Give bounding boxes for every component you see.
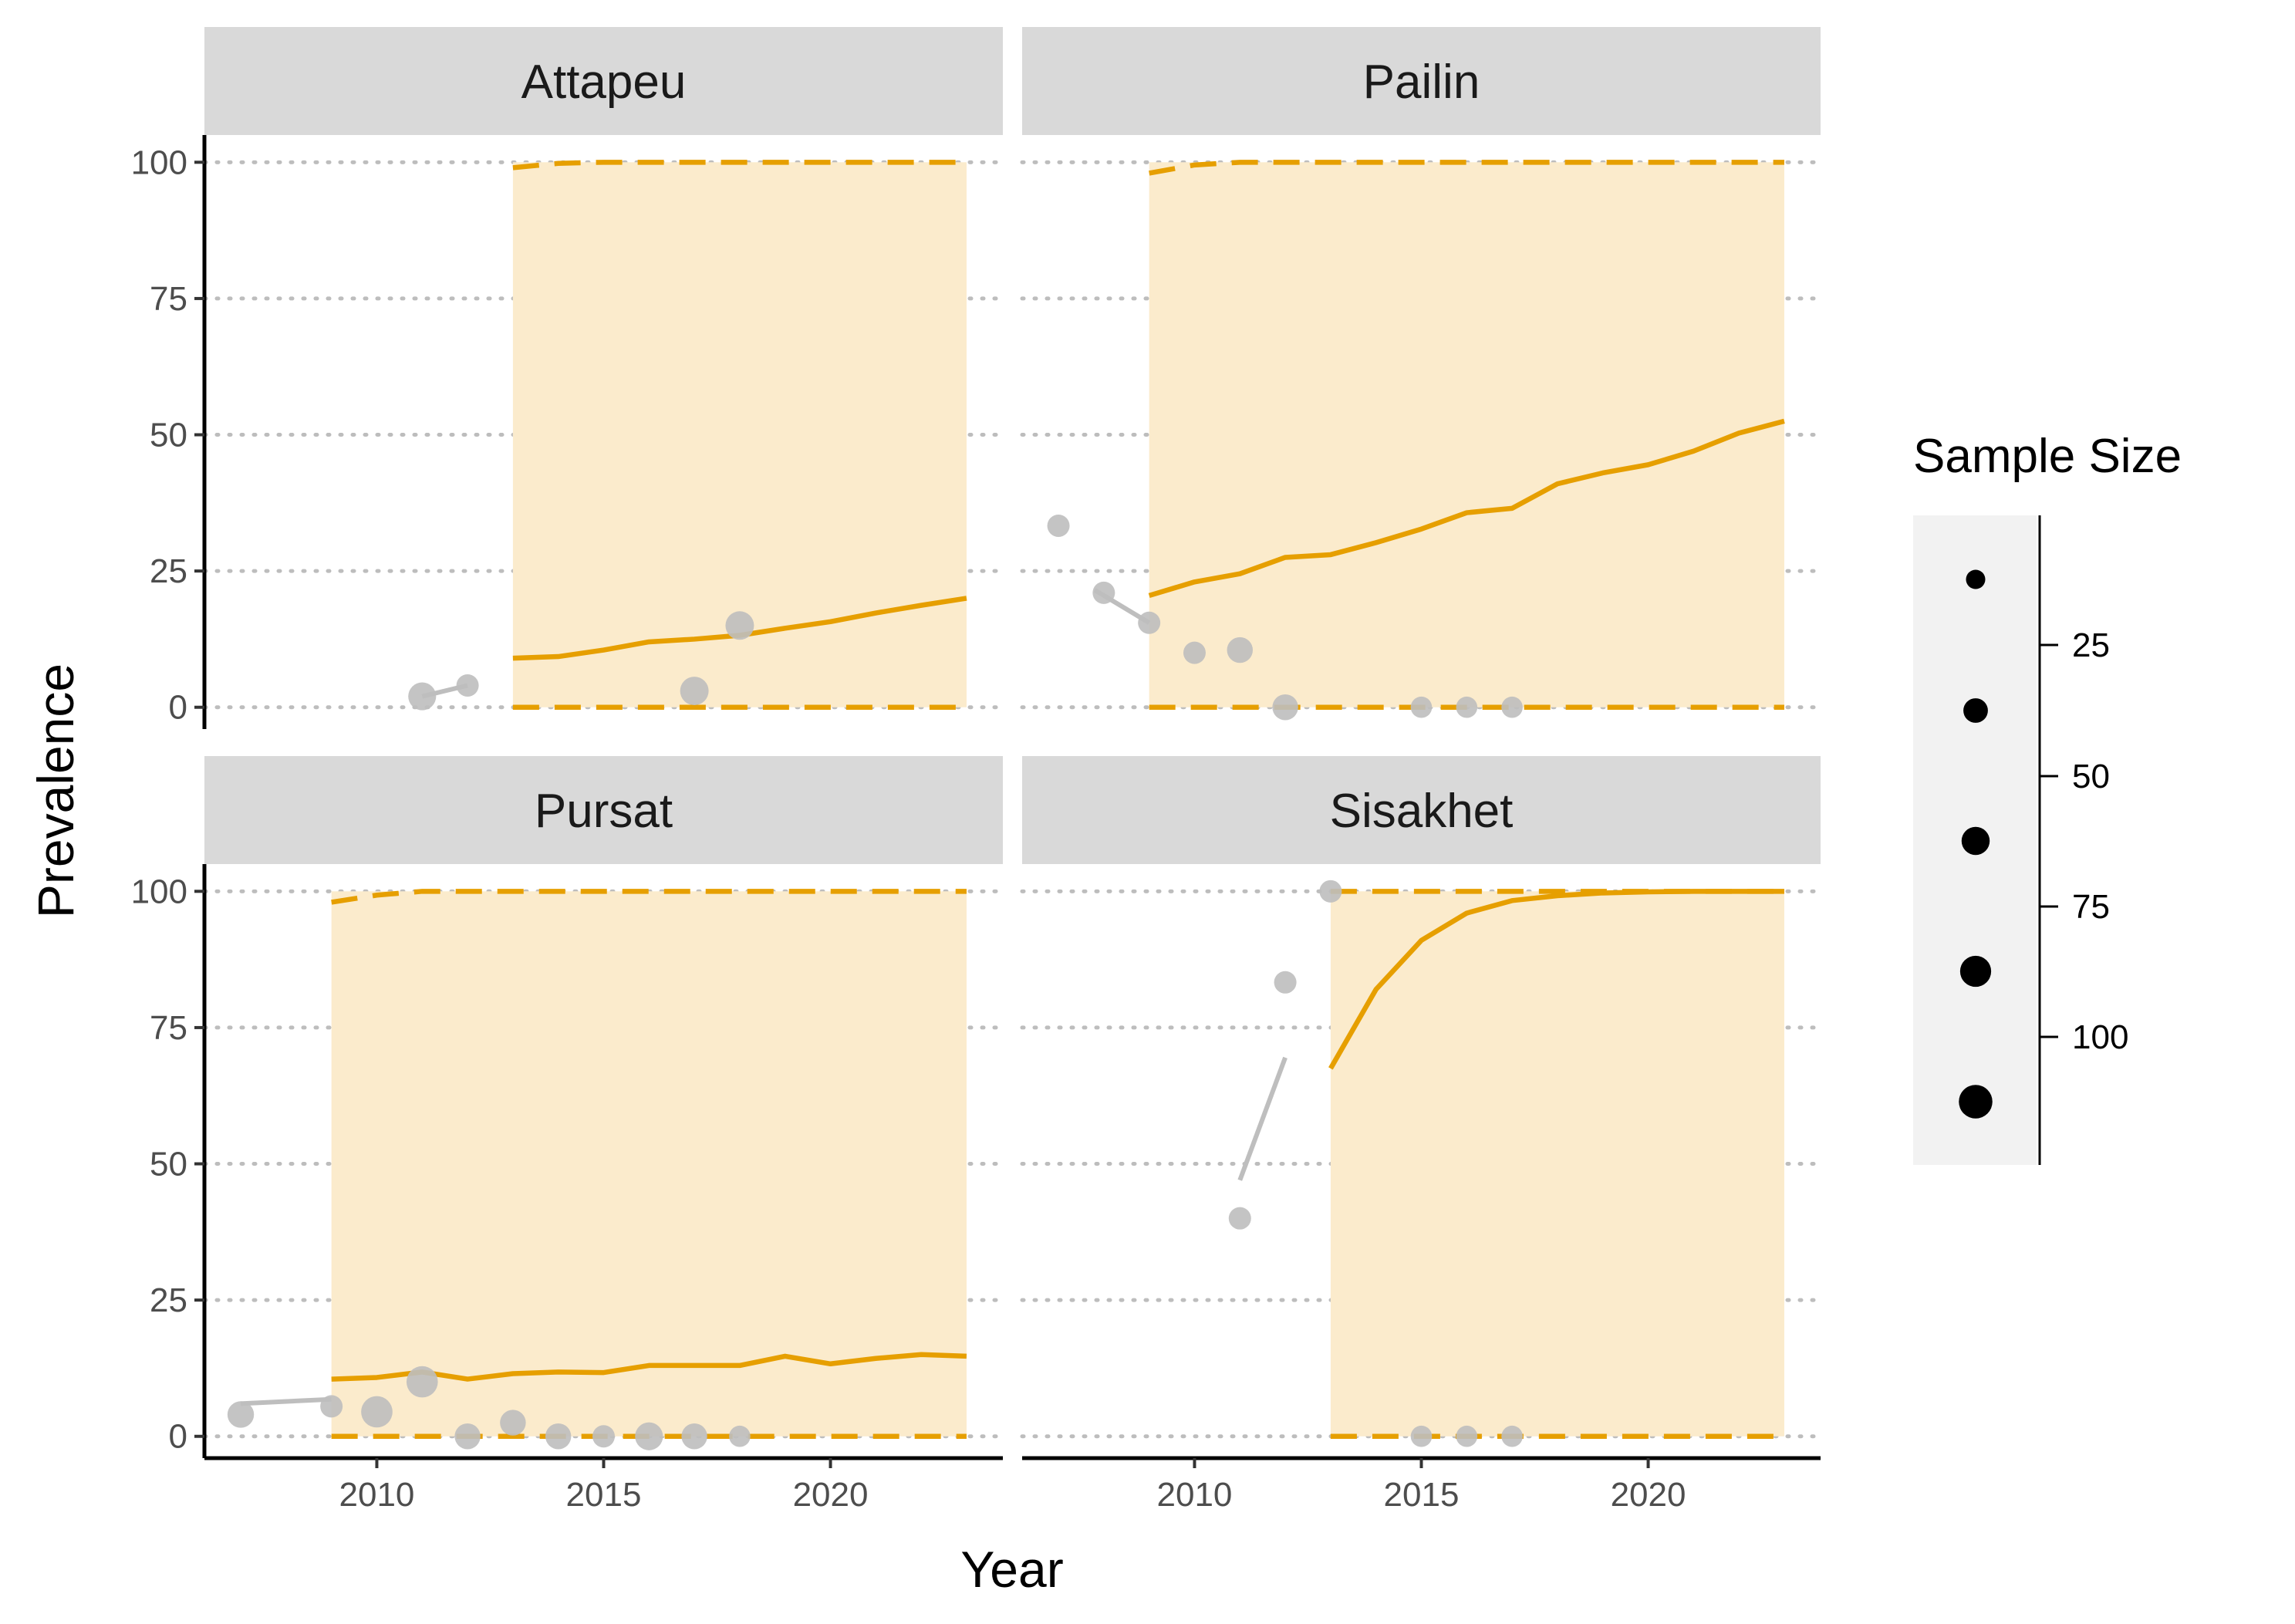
data-point-2012 [456, 674, 479, 697]
legend-label: 100 [2072, 1018, 2128, 1056]
y-tick-label: 50 [150, 417, 187, 454]
y-tick-label: 50 [150, 1146, 187, 1183]
x-tick-label: 2015 [566, 1476, 642, 1514]
legend-title: Sample Size [1913, 430, 2182, 483]
y-tick-label: 25 [150, 552, 187, 590]
panel-strip [1022, 756, 1821, 864]
data-point-2017 [1501, 1425, 1523, 1447]
data-point-2010 [1183, 641, 1206, 664]
data-point-2012 [454, 1423, 481, 1450]
y-tick-label: 75 [150, 280, 187, 318]
legend-label: 75 [2072, 888, 2110, 926]
observed-trend-line [240, 1396, 332, 1406]
panel-title: Attapeu [521, 56, 687, 109]
x-axis-title: Year [960, 1541, 1063, 1598]
x-tick-label: 2010 [1157, 1476, 1233, 1514]
panel-pursat: Pursat [202, 756, 1005, 1450]
x-tick-label: 2020 [1611, 1476, 1686, 1514]
panel-strip [204, 27, 1003, 135]
legend-key-point [1961, 826, 1990, 856]
panel-strip [204, 756, 1003, 864]
panel-attapeu: Attapeu [202, 27, 1005, 711]
data-point-2012 [1272, 694, 1298, 721]
legend-key-point [1959, 1085, 1993, 1119]
x-tick-label: 2010 [339, 1476, 415, 1514]
panel-title: Pailin [1363, 56, 1480, 109]
panel-title: Sisakhet [1330, 785, 1514, 838]
y-tick-label: 100 [131, 873, 187, 910]
data-point-2011 [1228, 1207, 1251, 1230]
data-point-2011 [406, 1366, 438, 1398]
prediction-band [1149, 162, 1784, 707]
data-point-2007 [227, 1401, 255, 1428]
data-point-2017 [681, 1423, 707, 1450]
legend-key-point [1959, 955, 1992, 988]
legend-label: 25 [2072, 626, 2110, 664]
panel-strip [1022, 27, 1821, 135]
forecast-line [331, 1352, 967, 1382]
data-point-2010 [361, 1396, 393, 1428]
data-point-2015 [1410, 1425, 1433, 1447]
x-tick-label: 2020 [793, 1476, 869, 1514]
data-point-2017 [1501, 696, 1523, 718]
data-point-2011 [1227, 636, 1253, 663]
axes-layer: 0 25 50 75 100 0 25 50 75 100 2010 2015 2020 2010 2015… [27, 135, 1821, 1598]
y-tick-label: 25 [150, 1281, 187, 1319]
panels-layer: Attapeu Pailin Pursat Sisakhet [202, 27, 1823, 1450]
upper-bound-line [512, 160, 967, 171]
data-point-2016 [635, 1422, 663, 1450]
y-tick-label: 100 [131, 143, 187, 181]
prediction-band [331, 891, 967, 1437]
data-point-2009 [1138, 611, 1161, 634]
observed-trend-line [1237, 1056, 1288, 1181]
data-point-2009 [320, 1395, 343, 1418]
y-tick-label: 75 [150, 1009, 187, 1047]
legend: Sample Size 25 50 75 100 [1913, 430, 2182, 1165]
upper-bound-line [331, 889, 967, 905]
forecast-line [1148, 418, 1785, 599]
data-point-2016 [1456, 1425, 1478, 1447]
data-point-2007 [1047, 515, 1070, 538]
panel-title: Pursat [535, 785, 673, 838]
panel-sisakhet: Sisakhet [1020, 756, 1823, 1447]
data-point-2016 [1456, 696, 1478, 718]
legend-key-point [1963, 698, 1988, 723]
data-point-2018 [725, 611, 754, 640]
data-point-2011 [408, 682, 437, 711]
y-axis-title: Prevalence [27, 663, 84, 918]
prediction-band [1330, 891, 1784, 1437]
data-point-2013 [1319, 880, 1342, 903]
panel-pailin: Pailin [1020, 27, 1823, 721]
data-point-2014 [545, 1423, 572, 1450]
data-point-2012 [1274, 971, 1297, 994]
data-point-2017 [680, 677, 709, 706]
data-point-2018 [729, 1425, 751, 1447]
y-tick-label: 0 [169, 689, 187, 727]
data-point-2013 [500, 1410, 526, 1436]
data-point-2015 [1410, 696, 1433, 718]
legend-key-point [1966, 569, 1986, 589]
legend-label: 50 [2072, 758, 2110, 795]
x-tick-label: 2015 [1384, 1476, 1460, 1514]
data-point-2008 [1092, 581, 1115, 604]
y-tick-label: 0 [169, 1418, 187, 1456]
upper-bound-line [1149, 160, 1784, 176]
data-point-2015 [592, 1425, 615, 1448]
forecast-line [1328, 889, 1784, 1070]
